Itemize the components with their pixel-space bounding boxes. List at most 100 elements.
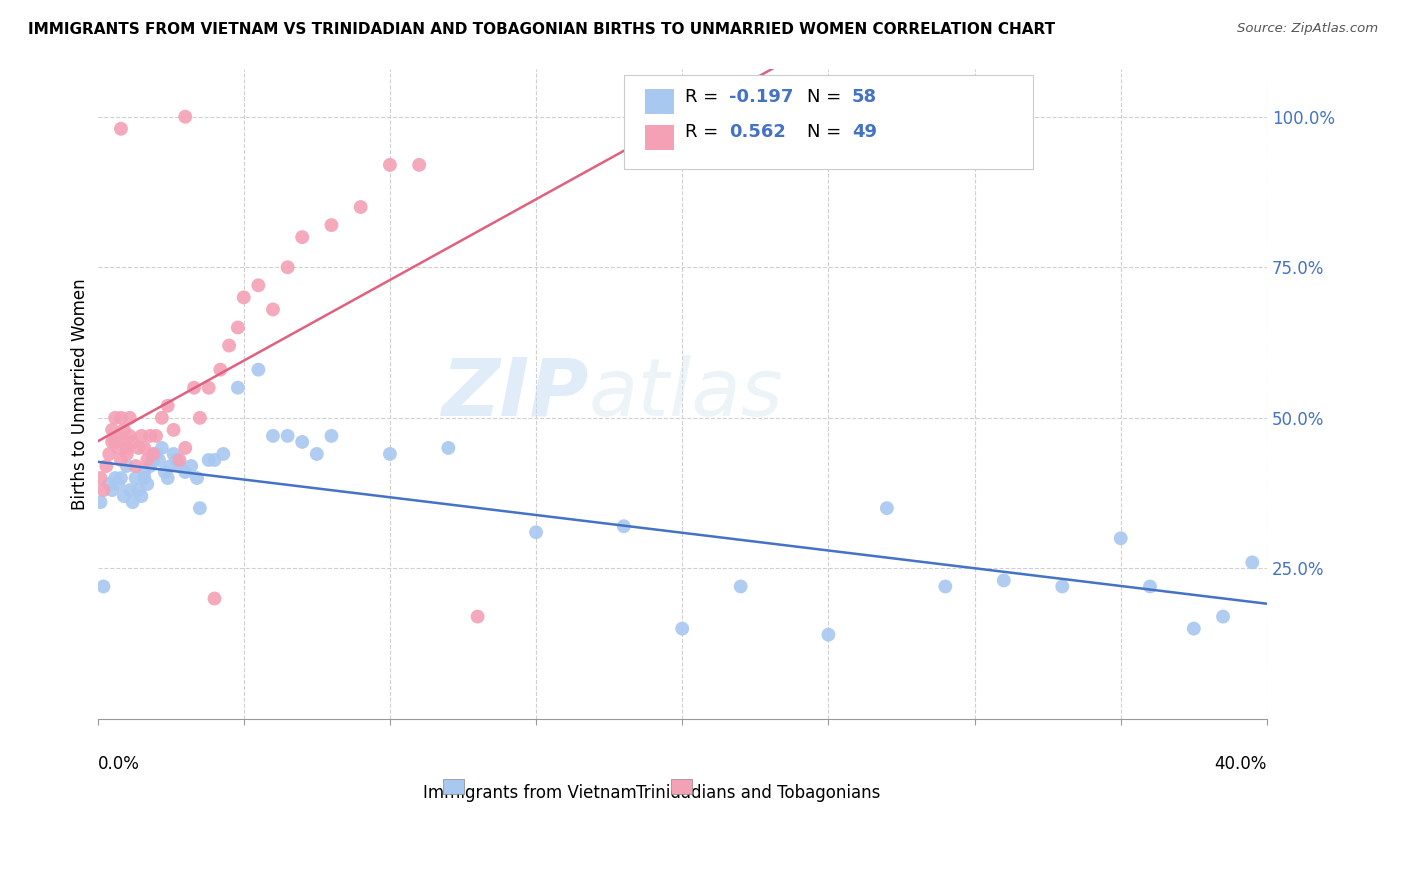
- FancyBboxPatch shape: [624, 75, 1033, 169]
- Point: [101, 483, 124, 497]
- Text: atlas: atlas: [589, 355, 783, 433]
- Point: [110, 121, 132, 136]
- Point: [291, 434, 314, 449]
- Text: -0.197: -0.197: [728, 87, 793, 105]
- Point: [204, 453, 226, 467]
- Point: [232, 290, 254, 304]
- Point: [162, 423, 184, 437]
- Point: [166, 453, 188, 467]
- Point: [115, 447, 138, 461]
- Point: [107, 441, 129, 455]
- Point: [96, 458, 118, 473]
- Point: [197, 453, 219, 467]
- Point: [118, 483, 141, 497]
- Point: [110, 410, 132, 425]
- Point: [350, 200, 373, 214]
- Point: [218, 338, 240, 352]
- Point: [134, 471, 156, 485]
- Point: [131, 429, 153, 443]
- Text: 0.562: 0.562: [728, 123, 786, 141]
- Point: [112, 434, 135, 449]
- Point: [305, 447, 328, 461]
- Point: [131, 489, 153, 503]
- Point: [378, 447, 401, 461]
- FancyBboxPatch shape: [645, 125, 673, 150]
- Point: [169, 453, 191, 467]
- Point: [1182, 622, 1205, 636]
- Point: [204, 591, 226, 606]
- Point: [107, 477, 129, 491]
- Text: 40.0%: 40.0%: [1215, 755, 1267, 772]
- Point: [101, 434, 124, 449]
- Point: [321, 429, 343, 443]
- Text: Trinidadians and Tobagonians: Trinidadians and Tobagonians: [636, 784, 880, 802]
- Text: IMMIGRANTS FROM VIETNAM VS TRINIDADIAN AND TOBAGONIAN BIRTHS TO UNMARRIED WOMEN : IMMIGRANTS FROM VIETNAM VS TRINIDADIAN A…: [28, 22, 1056, 37]
- Point: [124, 471, 146, 485]
- Point: [174, 110, 197, 124]
- Point: [110, 453, 132, 467]
- Point: [524, 525, 547, 540]
- Point: [197, 381, 219, 395]
- Point: [134, 465, 156, 479]
- Point: [139, 429, 162, 443]
- Point: [186, 471, 208, 485]
- Point: [148, 453, 170, 467]
- Point: [876, 501, 898, 516]
- Point: [128, 441, 150, 455]
- FancyBboxPatch shape: [645, 89, 673, 114]
- Point: [817, 627, 839, 641]
- FancyBboxPatch shape: [671, 780, 692, 794]
- Point: [98, 447, 121, 461]
- Point: [209, 362, 232, 376]
- Point: [110, 471, 132, 485]
- Point: [112, 489, 135, 503]
- Point: [145, 429, 167, 443]
- Point: [671, 622, 693, 636]
- Text: 49: 49: [852, 123, 877, 141]
- Point: [408, 158, 430, 172]
- Text: 0.0%: 0.0%: [97, 755, 139, 772]
- Point: [136, 477, 159, 491]
- Point: [121, 495, 143, 509]
- Point: [437, 441, 460, 455]
- Point: [150, 410, 173, 425]
- Point: [150, 441, 173, 455]
- Text: R =: R =: [685, 123, 724, 141]
- Point: [183, 381, 205, 395]
- Point: [115, 441, 138, 455]
- FancyBboxPatch shape: [443, 780, 464, 794]
- Text: R =: R =: [685, 87, 724, 105]
- Point: [277, 429, 299, 443]
- Point: [89, 471, 111, 485]
- Point: [128, 483, 150, 497]
- Point: [162, 447, 184, 461]
- Point: [277, 260, 299, 275]
- Point: [262, 302, 284, 317]
- Point: [169, 458, 191, 473]
- Point: [613, 519, 636, 533]
- Point: [247, 278, 270, 293]
- Point: [115, 458, 138, 473]
- Point: [145, 447, 167, 461]
- Point: [247, 362, 270, 376]
- Text: Immigrants from Vietnam: Immigrants from Vietnam: [423, 784, 637, 802]
- Point: [188, 410, 211, 425]
- Point: [142, 453, 165, 467]
- Point: [121, 434, 143, 449]
- Point: [93, 483, 115, 497]
- Point: [136, 453, 159, 467]
- Point: [156, 471, 179, 485]
- Point: [174, 441, 197, 455]
- Point: [159, 458, 181, 473]
- Point: [156, 399, 179, 413]
- Point: [104, 410, 127, 425]
- Text: ZIP: ZIP: [441, 355, 589, 433]
- Text: N =: N =: [807, 87, 848, 105]
- Point: [1052, 579, 1074, 593]
- Point: [142, 447, 165, 461]
- Text: 58: 58: [852, 87, 877, 105]
- Point: [118, 410, 141, 425]
- Point: [1212, 609, 1234, 624]
- Point: [180, 458, 202, 473]
- Point: [934, 579, 956, 593]
